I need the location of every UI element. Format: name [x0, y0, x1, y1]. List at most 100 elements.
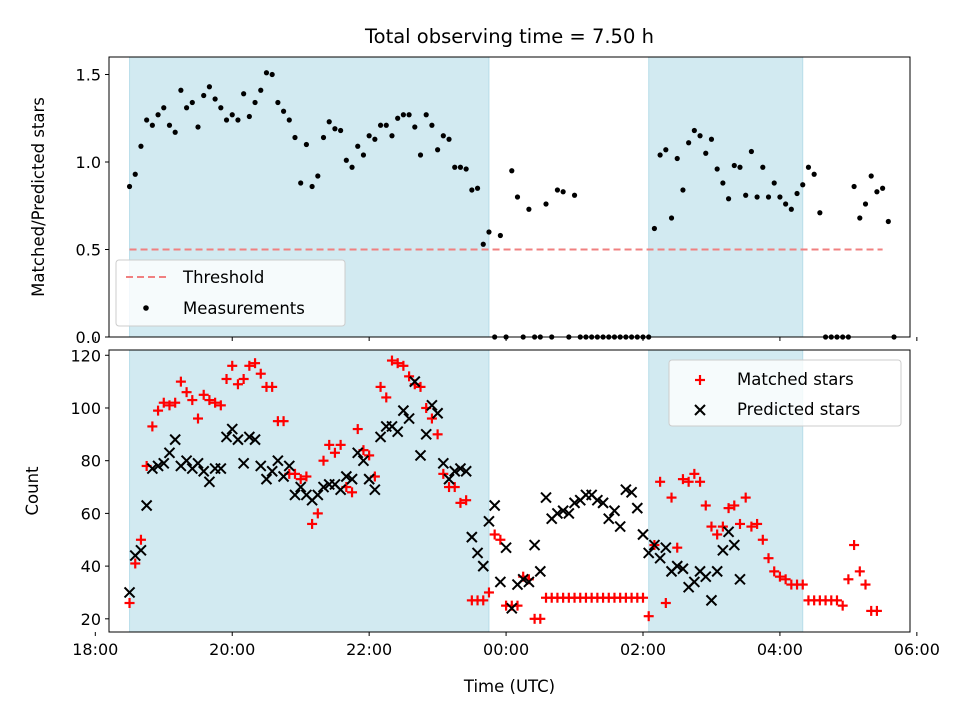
matched-star-point: [706, 521, 717, 532]
predicted-star-point: [454, 462, 467, 475]
matched-star-point: [301, 471, 312, 482]
measurement-point: [486, 229, 492, 235]
predicted-star-point: [294, 481, 307, 493]
predicted-star-point: [180, 454, 193, 467]
matched-star-point: [404, 371, 415, 382]
matched-star-point: [198, 389, 209, 400]
measurement-point: [874, 189, 880, 195]
measurement-point: [189, 99, 195, 106]
legend-measurements-swatch: [143, 305, 149, 311]
measurement-point: [857, 215, 863, 221]
matched-star-point: [335, 439, 346, 450]
x-tick-label: 18:00: [72, 640, 118, 659]
predicted-star-point: [671, 560, 683, 572]
measurement-point: [885, 218, 891, 225]
measurement-point: [206, 84, 213, 90]
predicted-star-point: [374, 431, 387, 443]
predicted-star-point: [660, 541, 672, 554]
measurement-point: [674, 155, 680, 162]
predicted-star-point: [523, 576, 535, 588]
measurement-point: [258, 87, 264, 93]
measurement-point: [805, 164, 812, 170]
x-tick-label: 22:00: [346, 640, 392, 659]
predicted-star-point: [123, 586, 136, 599]
measurement-point: [412, 124, 418, 130]
predicted-star-point: [158, 457, 170, 470]
predicted-star-point: [483, 515, 495, 528]
matched-star-point: [717, 521, 728, 532]
matched-star-point: [398, 360, 409, 371]
predicted-star-point: [528, 539, 541, 551]
measurement-point: [280, 108, 287, 114]
measurement-point: [788, 206, 794, 212]
predicted-star-point: [734, 573, 746, 585]
measurement-point: [132, 171, 138, 177]
predicted-star-point: [414, 449, 427, 462]
matched-star-point: [774, 571, 785, 582]
y-tick-label: 1.5: [76, 66, 101, 85]
measurement-point: [126, 183, 133, 190]
measurement-point: [218, 105, 224, 111]
measurement-point: [868, 173, 874, 179]
matched-star-point: [740, 492, 751, 503]
matched-star-point: [752, 518, 763, 529]
matched-star-point: [307, 518, 318, 529]
matched-star-point: [170, 397, 181, 408]
measurement-point: [246, 113, 252, 120]
x-tick-label: 04:00: [757, 640, 803, 659]
predicted-star-point: [237, 457, 250, 470]
measurement-point: [212, 96, 218, 102]
matched-star-point: [204, 395, 215, 406]
measurement-point: [229, 112, 235, 118]
matched-star-point: [660, 598, 671, 609]
legend-measurements-label: Measurements: [183, 299, 305, 318]
measurement-point: [469, 187, 475, 193]
matched-star-point: [267, 381, 278, 392]
predicted-star-point: [403, 412, 415, 425]
matched-star-point: [455, 497, 466, 508]
matched-star-point: [860, 579, 871, 590]
measurement-point: [166, 122, 173, 128]
measurement-point: [771, 180, 777, 186]
matched-star-point: [324, 439, 335, 450]
matched-star-point: [449, 482, 460, 493]
bottom-panel-x-ticks: 18:00 20:00 22:00 00:00 02:00 04:00 06:00: [72, 632, 940, 659]
measurement-point: [817, 210, 823, 216]
matched-star-point: [849, 540, 860, 551]
measurement-point: [731, 162, 737, 169]
measurement-point: [543, 201, 549, 207]
measurement-point: [315, 173, 321, 179]
matched-star-point: [871, 605, 882, 616]
predicted-star-point: [420, 428, 432, 441]
measurement-point: [360, 152, 367, 158]
measurement-point: [389, 133, 395, 139]
predicted-star-point: [494, 576, 507, 588]
measurement-point: [406, 112, 412, 118]
measurement-point: [720, 180, 726, 186]
predicted-star-point: [711, 565, 723, 578]
predicted-star-point: [391, 425, 404, 438]
predicted-star-point: [135, 544, 147, 557]
measurement-point: [446, 136, 452, 142]
matched-star-point: [415, 381, 426, 392]
matched-star-point: [164, 400, 175, 411]
predicted-star-point: [534, 565, 547, 578]
measurement-point: [657, 152, 663, 158]
measurement-point: [235, 117, 241, 123]
measurement-point: [851, 183, 857, 190]
measurement-point: [714, 166, 720, 172]
matched-star-point: [255, 368, 266, 379]
measurement-point: [252, 99, 258, 106]
matched-star-point: [843, 574, 854, 585]
matched-star-point: [695, 476, 706, 487]
predicted-star-point: [591, 494, 604, 506]
matched-star-point: [153, 405, 164, 416]
matched-star-point: [723, 503, 734, 514]
measurement-point: [480, 241, 486, 247]
matched-star-point: [461, 495, 472, 506]
measurement-point: [223, 117, 230, 123]
measurement-point: [509, 168, 515, 174]
measurement-point: [429, 122, 435, 128]
predicted-star-point: [203, 476, 216, 488]
matched-star-point: [238, 373, 249, 384]
